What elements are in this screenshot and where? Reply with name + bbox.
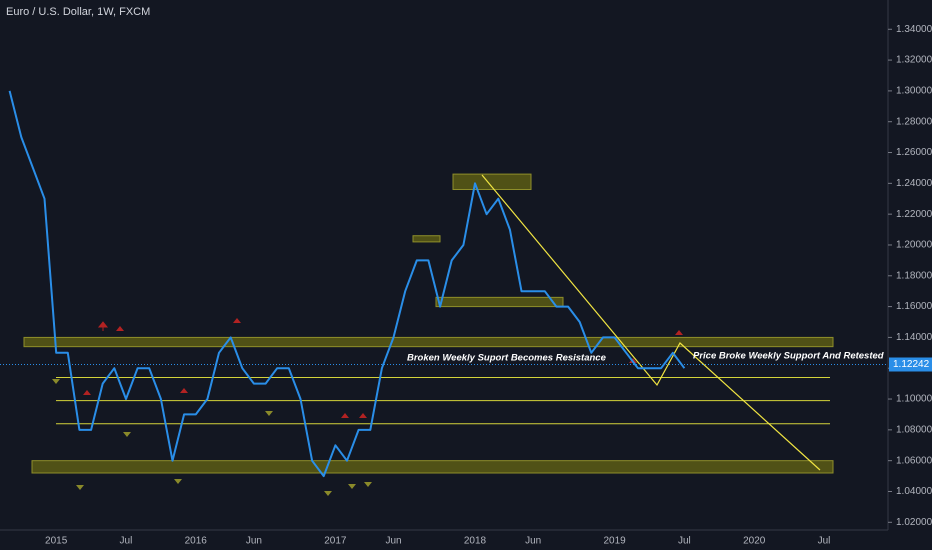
y-tick-label: 1.08000 [896, 424, 932, 435]
y-tick-label: 1.34000 [896, 24, 932, 35]
y-tick-label: 1.20000 [896, 240, 932, 251]
arrow [265, 411, 273, 416]
arrow [324, 491, 332, 496]
zone [435, 296, 564, 308]
arrow [52, 379, 60, 384]
y-tick-label: 1.24000 [896, 178, 932, 189]
zone [452, 173, 532, 191]
x-tick-label: Jun [246, 536, 262, 547]
y-tick-label: 1.06000 [896, 455, 932, 466]
y-tick-label: 1.16000 [896, 301, 932, 312]
chart-title: Euro / U.S. Dollar, 1W, FXCM [6, 6, 150, 18]
x-tick-label: 2020 [743, 536, 766, 547]
last-price-label: 1.12242 [893, 359, 930, 370]
x-tick-label: Jul [120, 536, 133, 547]
x-tick-label: Jul [818, 536, 831, 547]
y-tick-label: 1.26000 [896, 147, 932, 158]
buy-arrows [52, 379, 372, 496]
arrow [83, 390, 91, 395]
arrow [359, 413, 367, 418]
x-tick-label: 2015 [45, 536, 68, 547]
y-tick-label: 1.10000 [896, 394, 932, 405]
x-tick-label: 2016 [185, 536, 208, 547]
arrow [180, 388, 188, 393]
arrow [348, 484, 356, 489]
y-tick-label: 1.22000 [896, 209, 932, 220]
y-tick-label: 1.30000 [896, 86, 932, 97]
zones [23, 173, 834, 474]
last-price-tag [889, 357, 932, 372]
trend-line [481, 174, 821, 471]
y-tick-label: 1.04000 [896, 486, 932, 497]
zone [31, 460, 834, 474]
x-tick-label: 2019 [603, 536, 626, 547]
annotation: Price Broke Weekly Support And Retested [693, 351, 884, 362]
x-tick-label: Jun [525, 536, 541, 547]
annotation: Broken Weekly Suport Becomes Resistance [407, 353, 607, 364]
x-tick-label: 2018 [464, 536, 487, 547]
zone [412, 235, 441, 243]
arrow [364, 482, 372, 487]
arrow [116, 326, 124, 331]
arrow [123, 432, 131, 437]
zone [23, 336, 834, 348]
x-tick-label: 2017 [324, 536, 347, 547]
arrow [233, 318, 241, 323]
sell-arrows [83, 318, 683, 418]
y-tick-label: 1.32000 [896, 55, 932, 66]
arrow [76, 485, 84, 490]
y-tick-label: 1.14000 [896, 332, 932, 343]
y-tick-label: 1.28000 [896, 116, 932, 127]
x-tick-label: Jun [385, 536, 401, 547]
arrow [341, 413, 349, 418]
arrow [174, 479, 182, 484]
arrow [97, 321, 109, 331]
x-tick-label: Jul [678, 536, 691, 547]
y-tick-label: 1.18000 [896, 270, 932, 281]
price-line [8, 90, 686, 478]
y-tick-label: 1.02000 [896, 517, 932, 528]
arrow [675, 330, 683, 335]
